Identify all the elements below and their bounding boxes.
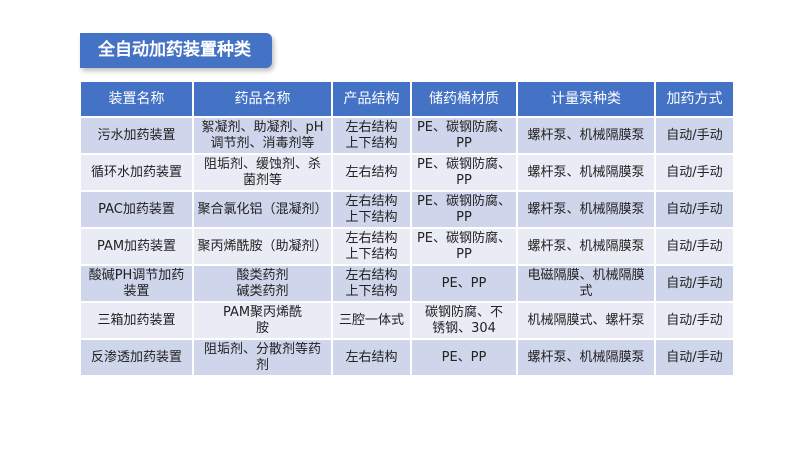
header-pump-type: 计量泵种类: [516, 80, 656, 118]
cell-structure: 左右结构 上下结构: [331, 264, 412, 303]
cell-device-name: 酸碱PH调节加药 装置: [79, 264, 194, 303]
cell-tank-material: PE、PP: [410, 264, 518, 303]
table-row: 酸碱PH调节加药 装置 酸类药剂 碱类药剂 左右结构 上下结构 PE、PP 电磁隔膜、机…: [79, 264, 735, 303]
cell-device-name: PAM加药装置: [79, 227, 194, 266]
table-row: PAC加药装置 聚合氯化铝（混凝剂） 左右结构 上下结构 PE、碳钢防腐、 PP 螺杆泵…: [79, 190, 735, 229]
cell-chemical-name: 酸类药剂 碱类药剂: [192, 264, 333, 303]
cell-pump-type: 螺杆泵、机械隔膜泵: [516, 153, 656, 192]
table-row: 循环水加药装置 阻垢剂、缓蚀剂、杀 菌剂等 左右结构 PE、碳钢防腐、 PP 螺杆泵、机…: [79, 153, 735, 192]
cell-pump-type: 电磁隔膜、机械隔膜 式: [516, 264, 656, 303]
table-row: 三箱加药装置 PAM聚丙烯酰 胺三腔一体式 碳钢防腐、不 锈钢、304 机械隔膜式、螺…: [79, 301, 735, 340]
page-title: 全自动加药装置种类: [80, 33, 272, 68]
table-row: 污水加药装置 絮凝剂、助凝剂、pH 调节剂、消毒剂等 左右结构 上下结构 PE、碳钢防…: [79, 116, 735, 155]
cell-tank-material: PE、碳钢防腐、 PP: [410, 227, 518, 266]
header-dosing-mode: 加药方式: [654, 80, 735, 118]
cell-chemical-name: 阻垢剂、缓蚀剂、杀 菌剂等: [192, 153, 333, 192]
cell-structure: 左右结构 上下结构: [331, 116, 412, 155]
cell-device-name: PAC加药装置: [79, 190, 194, 229]
cell-device-name: 反渗透加药装置: [79, 338, 194, 377]
cell-dosing-mode: 自动/手动: [654, 264, 735, 303]
table-row: 反渗透加药装置 阻垢剂、分散剂等药 剂左右结构 PE、PP 螺杆泵、机械隔膜泵 自动/手…: [79, 338, 735, 377]
cell-pump-type: 螺杆泵、机械隔膜泵: [516, 227, 656, 266]
cell-device-name: 三箱加药装置: [79, 301, 194, 340]
header-chemical-name: 药品名称: [192, 80, 333, 118]
cell-dosing-mode: 自动/手动: [654, 338, 735, 377]
cell-pump-type: 螺杆泵、机械隔膜泵: [516, 116, 656, 155]
cell-dosing-mode: 自动/手动: [654, 190, 735, 229]
cell-chemical-name: 聚合氯化铝（混凝剂）: [192, 190, 333, 229]
cell-pump-type: 螺杆泵、机械隔膜泵: [516, 190, 656, 229]
cell-tank-material: PE、PP: [410, 338, 518, 377]
header-tank-material: 储药桶材质: [410, 80, 518, 118]
cell-structure: 左右结构 上下结构: [331, 227, 412, 266]
cell-chemical-name: 絮凝剂、助凝剂、pH 调节剂、消毒剂等: [192, 116, 333, 155]
cell-dosing-mode: 自动/手动: [654, 227, 735, 266]
dosing-device-table: 装置名称 药品名称 产品结构 储药桶材质 计量泵种类 加药方式 污水加药装置 絮凝…: [79, 80, 735, 377]
header-device-name: 装置名称: [79, 80, 194, 118]
cell-device-name: 污水加药装置: [79, 116, 194, 155]
cell-tank-material: PE、碳钢防腐、 PP: [410, 116, 518, 155]
cell-dosing-mode: 自动/手动: [654, 116, 735, 155]
cell-structure: 左右结构: [331, 338, 412, 377]
cell-device-name: 循环水加药装置: [79, 153, 194, 192]
cell-dosing-mode: 自动/手动: [654, 153, 735, 192]
cell-chemical-name: PAM聚丙烯酰 胺: [192, 301, 333, 340]
table-header-row: 装置名称 药品名称 产品结构 储药桶材质 计量泵种类 加药方式: [79, 80, 735, 118]
cell-pump-type: 机械隔膜式、螺杆泵: [516, 301, 656, 340]
cell-structure: 三腔一体式: [331, 301, 412, 340]
table-row: PAM加药装置 聚丙烯酰胺（助凝剂） 左右结构 上下结构 PE、碳钢防腐、 PP 螺杆泵…: [79, 227, 735, 266]
header-structure: 产品结构: [331, 80, 412, 118]
cell-pump-type: 螺杆泵、机械隔膜泵: [516, 338, 656, 377]
cell-tank-material: PE、碳钢防腐、 PP: [410, 190, 518, 229]
cell-tank-material: PE、碳钢防腐、 PP: [410, 153, 518, 192]
cell-chemical-name: 阻垢剂、分散剂等药 剂: [192, 338, 333, 377]
cell-dosing-mode: 自动/手动: [654, 301, 735, 340]
cell-tank-material: 碳钢防腐、不 锈钢、304: [410, 301, 518, 340]
cell-structure: 左右结构 上下结构: [331, 190, 412, 229]
cell-chemical-name: 聚丙烯酰胺（助凝剂）: [192, 227, 333, 266]
cell-structure: 左右结构: [331, 153, 412, 192]
